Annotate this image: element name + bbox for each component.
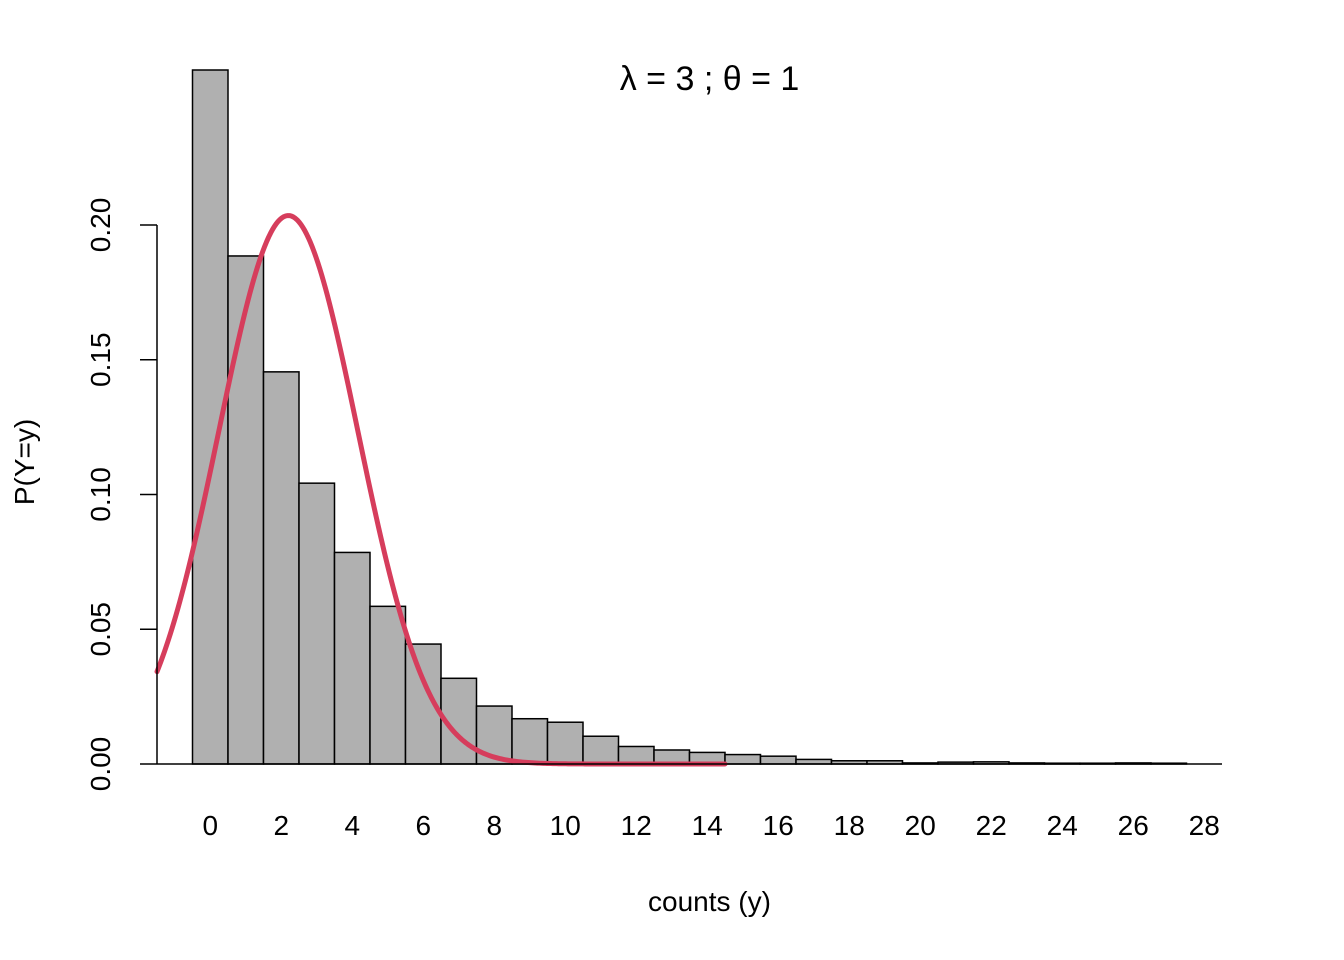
bar bbox=[759, 755, 797, 765]
bar bbox=[262, 371, 300, 765]
x-tick-label: 18 bbox=[834, 810, 865, 841]
x-tick-label: 4 bbox=[344, 810, 360, 841]
x-tick-label: 10 bbox=[550, 810, 581, 841]
chart-title: λ = 3 ; θ = 1 bbox=[620, 60, 800, 98]
x-tick-label: 14 bbox=[692, 810, 723, 841]
y-tick-label: 0.05 bbox=[85, 602, 116, 657]
x-tick-label: 24 bbox=[1047, 810, 1078, 841]
x-axis: 0 2 4 6 8 10 12 14 16 18 20 22 24 26 28 bbox=[157, 763, 1222, 841]
x-tick-label: 28 bbox=[1189, 810, 1220, 841]
x-tick-label: 26 bbox=[1118, 810, 1149, 841]
x-tick-label: 6 bbox=[415, 810, 431, 841]
bar bbox=[724, 753, 762, 765]
x-tick-label: 2 bbox=[273, 810, 289, 841]
bar bbox=[546, 721, 584, 765]
y-tick-label: 0.00 bbox=[85, 737, 116, 792]
y-tick-label: 0.20 bbox=[85, 198, 116, 253]
x-tick-label: 22 bbox=[976, 810, 1007, 841]
bar bbox=[617, 745, 655, 765]
bar bbox=[511, 717, 549, 765]
x-tick-label: 20 bbox=[905, 810, 936, 841]
bar-series bbox=[191, 69, 1188, 765]
x-tick-label: 12 bbox=[621, 810, 652, 841]
x-axis-title: counts (y) bbox=[648, 886, 771, 917]
bar bbox=[333, 551, 371, 765]
bar bbox=[298, 482, 336, 765]
bar bbox=[582, 735, 620, 765]
bar bbox=[227, 255, 265, 765]
y-axis-title: P(Y=y) bbox=[9, 419, 40, 505]
x-tick-label: 8 bbox=[486, 810, 502, 841]
bar bbox=[369, 605, 407, 765]
y-tick-label: 0.15 bbox=[85, 332, 116, 387]
y-tick-label: 0.10 bbox=[85, 467, 116, 522]
y-axis: 0.00 0.05 0.10 0.15 0.20 bbox=[85, 198, 158, 792]
x-tick-label: 0 bbox=[202, 810, 218, 841]
x-tick-label: 16 bbox=[763, 810, 794, 841]
